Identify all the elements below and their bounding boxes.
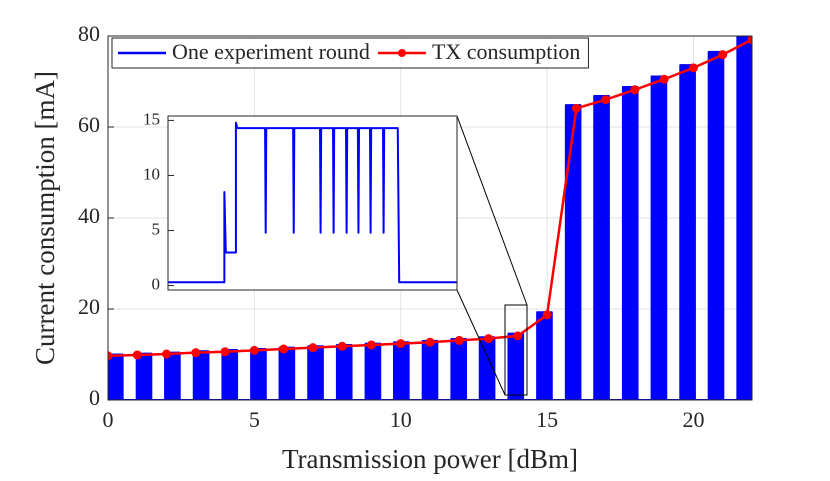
series-marker xyxy=(220,347,230,357)
series-marker xyxy=(601,95,611,105)
y-tick-label: 0 xyxy=(152,275,161,294)
zoom-box xyxy=(504,304,528,396)
zoom-connector xyxy=(456,289,506,396)
axes-box xyxy=(167,115,458,291)
legend-marker xyxy=(397,49,406,57)
y-tick-label: 10 xyxy=(143,164,160,183)
series-marker xyxy=(484,334,494,344)
y-tick-label: 20 xyxy=(78,294,100,319)
series-marker xyxy=(630,85,640,95)
plot-series xyxy=(108,36,752,400)
legend-label: One experiment round xyxy=(172,39,370,64)
plot-area xyxy=(168,116,457,290)
series-line xyxy=(168,121,457,284)
series-marker xyxy=(513,331,523,341)
series-marker xyxy=(279,344,289,354)
axes-box xyxy=(107,35,753,401)
series-marker xyxy=(747,36,752,45)
series-marker xyxy=(396,339,406,349)
y-axis-label: Current consumption [mA] xyxy=(30,71,60,365)
x-tick-label: 0 xyxy=(103,407,114,432)
y-tick-label: 15 xyxy=(143,109,160,128)
y-tick-label: 5 xyxy=(152,219,161,238)
series-marker xyxy=(718,50,728,60)
series-marker xyxy=(366,340,376,350)
series-marker xyxy=(688,63,698,73)
legend: One experiment round TX consumption xyxy=(111,37,589,69)
series-marker xyxy=(132,350,142,360)
legend-box xyxy=(111,37,589,69)
inset-axes: 0 5 10 15 xyxy=(143,109,458,294)
series-marker xyxy=(308,343,318,353)
y-tick-label: 0 xyxy=(89,385,100,410)
x-tick-label: 10 xyxy=(390,407,412,432)
plot-series xyxy=(168,121,457,284)
y-tick-label: 40 xyxy=(78,203,100,228)
series-marker xyxy=(249,345,259,355)
y-tick-label: 80 xyxy=(78,21,100,46)
series-marker xyxy=(108,351,113,361)
zoom-indicator xyxy=(456,115,528,396)
series-marker xyxy=(337,341,347,351)
x-axis-label: Transmission power [dBm] xyxy=(282,444,578,474)
series-marker xyxy=(454,335,464,345)
series-marker xyxy=(162,349,172,359)
series-marker xyxy=(425,337,435,347)
series-marker xyxy=(659,74,669,84)
y-tick-label: 60 xyxy=(78,112,100,137)
series-marker xyxy=(571,103,581,113)
zoom-connector xyxy=(456,115,528,306)
x-tick-label: 15 xyxy=(536,407,558,432)
series-marker xyxy=(191,348,201,358)
x-tick-label: 20 xyxy=(682,407,704,432)
x-tick-label: 5 xyxy=(249,407,260,432)
legend-label: TX consumption xyxy=(432,39,581,64)
series-marker xyxy=(542,310,552,320)
